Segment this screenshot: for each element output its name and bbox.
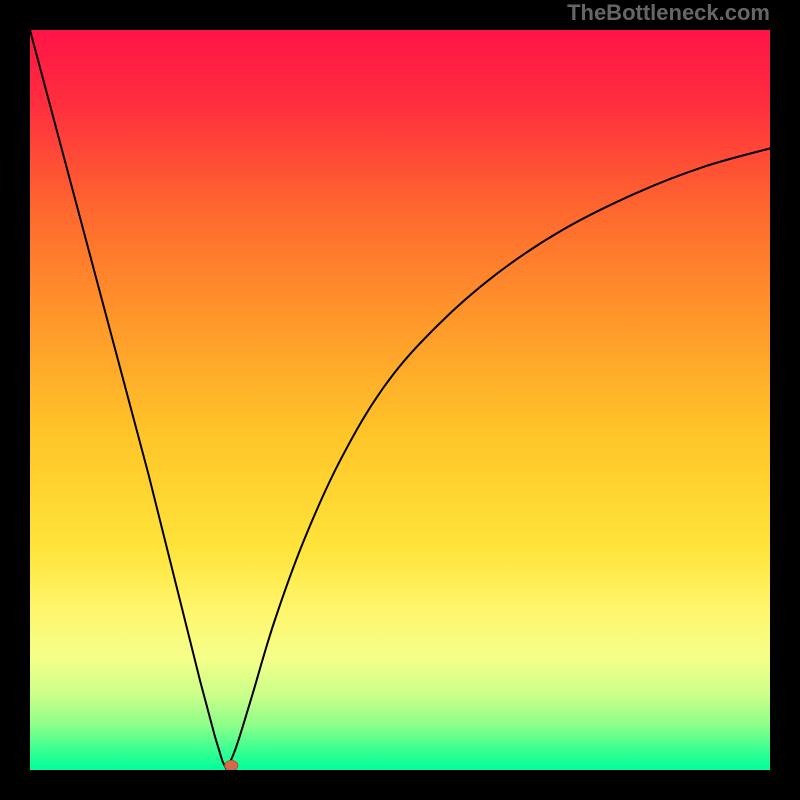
plot-area xyxy=(30,30,770,770)
chart-svg xyxy=(30,30,770,770)
watermark-text: TheBottleneck.com xyxy=(567,0,770,26)
minimum-marker xyxy=(225,760,238,770)
chart-frame: TheBottleneck.com xyxy=(0,0,800,800)
gradient-background xyxy=(30,30,770,770)
